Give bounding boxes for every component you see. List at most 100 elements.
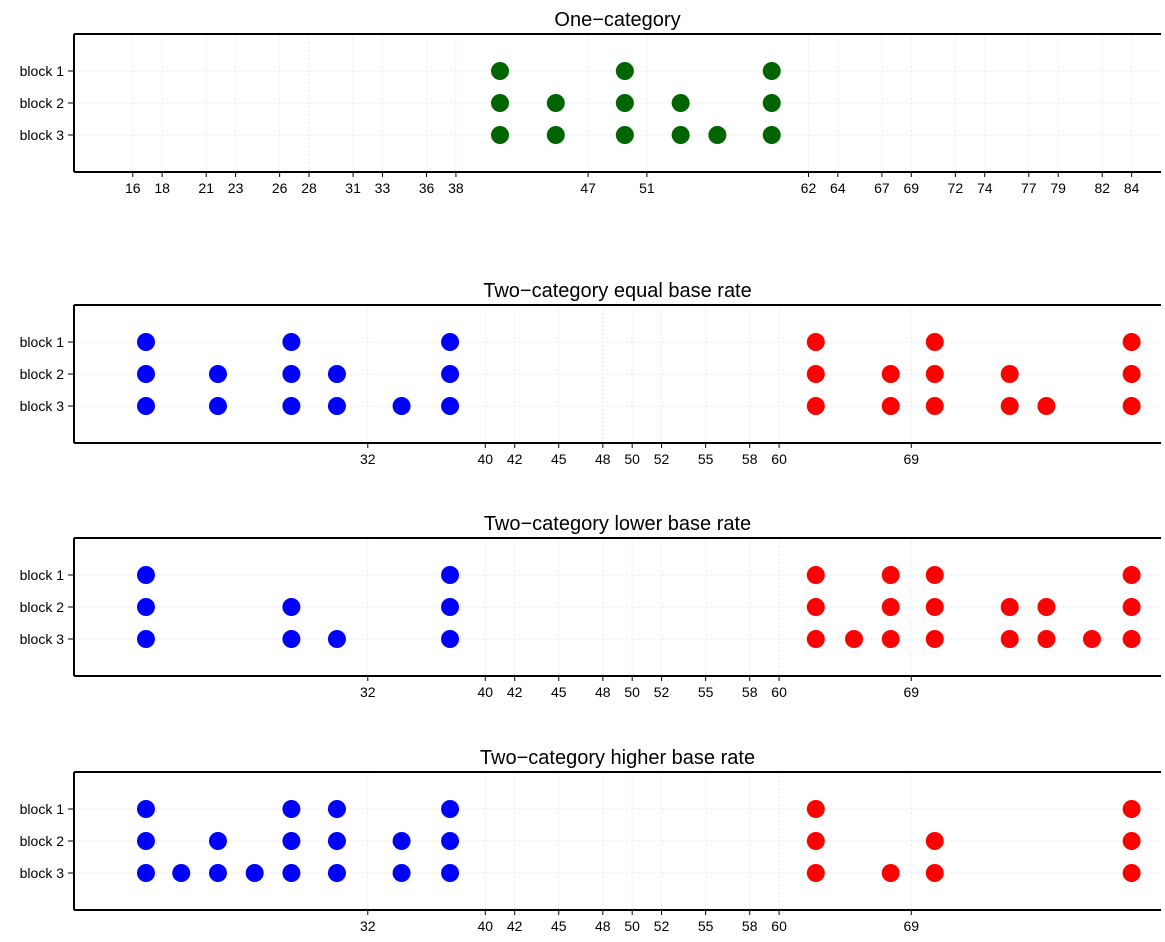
data-point xyxy=(1122,832,1141,850)
data-point xyxy=(671,126,690,144)
x-tick-label: 52 xyxy=(654,684,670,700)
data-point xyxy=(1000,630,1019,648)
data-point xyxy=(762,126,781,144)
x-tick-label: 38 xyxy=(448,180,464,196)
data-point xyxy=(490,62,509,80)
data-point xyxy=(1000,365,1019,383)
data-point xyxy=(441,864,460,882)
x-tick-label: 69 xyxy=(903,180,919,196)
data-point xyxy=(136,832,155,850)
data-point xyxy=(392,397,411,415)
data-point xyxy=(327,630,346,648)
data-point xyxy=(327,365,346,383)
data-point xyxy=(327,800,346,818)
x-tick-label: 48 xyxy=(595,918,611,934)
data-point xyxy=(441,397,460,415)
x-tick-label: 40 xyxy=(478,918,494,934)
x-tick-label: 82 xyxy=(1094,180,1110,196)
data-point xyxy=(1122,864,1141,882)
data-point xyxy=(806,365,825,383)
y-tick-label: block 3 xyxy=(20,631,65,647)
y-tick-label: block 1 xyxy=(20,334,65,350)
data-point xyxy=(1000,598,1019,616)
chart-title: Two−category lower base rate xyxy=(484,513,751,535)
y-tick-label: block 3 xyxy=(20,865,65,881)
x-tick-label: 26 xyxy=(272,180,288,196)
x-tick-label: 50 xyxy=(624,918,640,934)
data-point xyxy=(392,864,411,882)
data-point xyxy=(925,864,944,882)
x-tick-label: 84 xyxy=(1124,180,1140,196)
data-point xyxy=(806,566,825,584)
data-point xyxy=(208,832,227,850)
data-point xyxy=(441,566,460,584)
x-tick-label: 52 xyxy=(654,918,670,934)
chart-panel: Two−category higher base rate block 1 bloc… xyxy=(20,747,1161,934)
data-point xyxy=(208,397,227,415)
x-tick-label: 45 xyxy=(551,918,567,934)
chart-panel: Two−category lower base rate block 1 block… xyxy=(20,513,1161,700)
y-tick-label: block 2 xyxy=(20,833,65,849)
x-tick-label: 67 xyxy=(874,180,890,196)
y-tick-label: block 2 xyxy=(20,366,65,382)
chart-title: Two−category higher base rate xyxy=(480,747,755,769)
data-point xyxy=(282,864,301,882)
x-tick-label: 23 xyxy=(228,180,244,196)
data-point xyxy=(546,94,565,112)
data-point xyxy=(172,864,191,882)
data-point xyxy=(136,333,155,351)
x-tick-label: 60 xyxy=(771,918,787,934)
data-point xyxy=(441,832,460,850)
data-point xyxy=(1122,333,1141,351)
data-point xyxy=(806,397,825,415)
data-point xyxy=(136,598,155,616)
data-point xyxy=(615,62,634,80)
data-point xyxy=(925,566,944,584)
data-point xyxy=(925,365,944,383)
x-tick-label: 72 xyxy=(948,180,964,196)
x-tick-label: 55 xyxy=(698,684,714,700)
data-point xyxy=(615,94,634,112)
data-point xyxy=(282,397,301,415)
data-point xyxy=(1122,566,1141,584)
data-point xyxy=(806,333,825,351)
x-tick-label: 79 xyxy=(1050,180,1066,196)
data-point xyxy=(392,832,411,850)
x-tick-label: 32 xyxy=(360,918,376,934)
data-point xyxy=(881,365,900,383)
data-point xyxy=(925,832,944,850)
x-tick-label: 58 xyxy=(742,918,758,934)
data-point xyxy=(282,832,301,850)
data-point xyxy=(327,832,346,850)
y-tick-label: block 3 xyxy=(20,127,65,143)
chart-panel: Two−category equal base rate block 1 block… xyxy=(20,280,1161,467)
x-tick-label: 55 xyxy=(698,918,714,934)
x-tick-label: 69 xyxy=(903,451,919,467)
y-tick-label: block 1 xyxy=(20,801,65,817)
data-point xyxy=(441,800,460,818)
x-tick-label: 58 xyxy=(742,451,758,467)
data-point xyxy=(925,397,944,415)
x-tick-label: 69 xyxy=(903,684,919,700)
data-point xyxy=(925,333,944,351)
x-tick-label: 60 xyxy=(771,451,787,467)
x-tick-label: 33 xyxy=(375,180,391,196)
x-tick-label: 40 xyxy=(478,451,494,467)
data-point xyxy=(1122,630,1141,648)
x-tick-label: 52 xyxy=(654,451,670,467)
data-point xyxy=(208,365,227,383)
chart-title: One−category xyxy=(554,9,680,31)
data-point xyxy=(806,630,825,648)
data-point xyxy=(490,126,509,144)
x-tick-label: 28 xyxy=(301,180,317,196)
data-point xyxy=(762,94,781,112)
x-tick-label: 58 xyxy=(742,684,758,700)
data-point xyxy=(615,126,634,144)
x-tick-label: 60 xyxy=(771,684,787,700)
data-point xyxy=(245,864,264,882)
data-point xyxy=(881,397,900,415)
data-point xyxy=(546,126,565,144)
data-point xyxy=(136,566,155,584)
